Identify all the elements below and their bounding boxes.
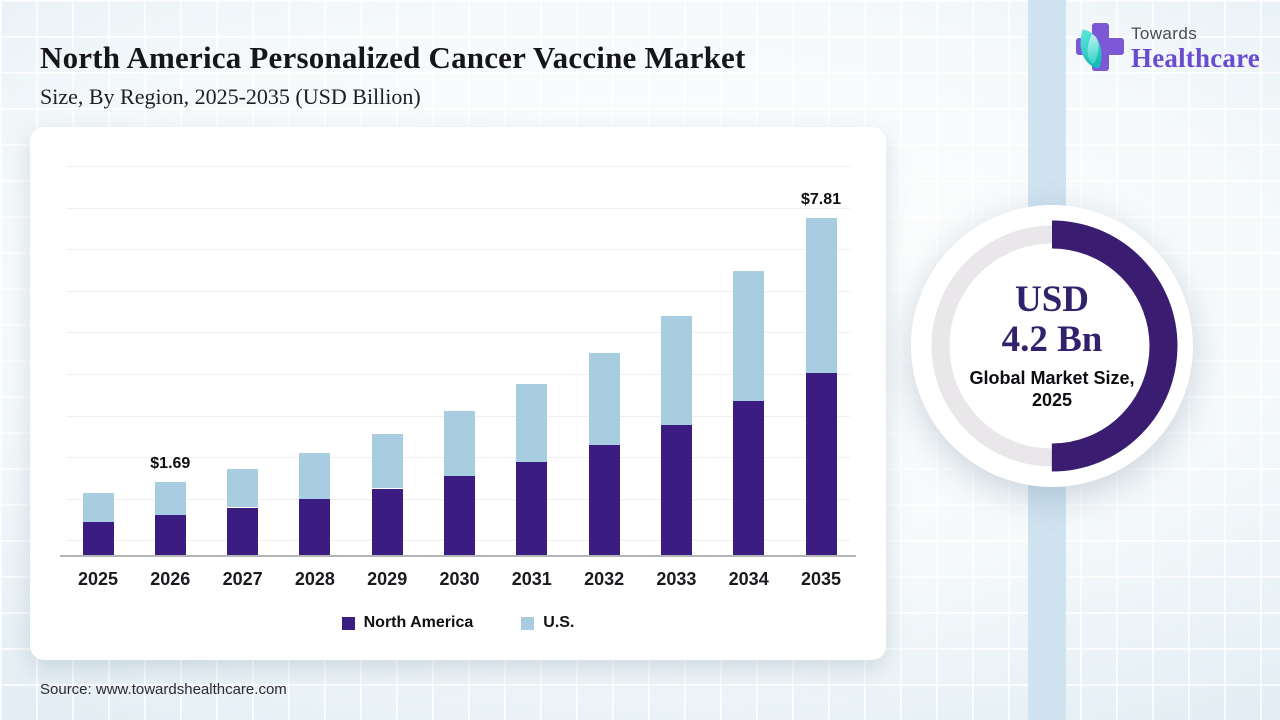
logo-text: Towards Healthcare	[1131, 20, 1260, 72]
bar-segment-north-america-2028	[299, 498, 331, 555]
bar-segment-us-2025	[82, 493, 114, 522]
gridline	[66, 374, 850, 375]
bar-segment-us-2027	[227, 468, 259, 508]
x-axis-label-2031: 2031	[511, 569, 552, 589]
legend-swatch	[521, 616, 535, 630]
bar-segment-north-america-2033	[660, 425, 692, 555]
bar-segment-north-america-2026	[154, 515, 186, 555]
legend-swatch	[341, 616, 355, 630]
logo-towards-label: Towards	[1131, 24, 1198, 43]
page-title: North America Personalized Cancer Vaccin…	[40, 40, 746, 75]
bar-segment-north-america-2030	[444, 476, 475, 555]
gridline	[66, 249, 850, 251]
bar-segment-us-2034	[733, 271, 765, 402]
gridline	[66, 290, 850, 292]
bar-segment-north-america-2025	[82, 521, 114, 555]
donut-center-text: USD 4.2 Bn Global Market Size, 2025	[911, 205, 1193, 487]
donut-ring	[926, 220, 1178, 472]
bar-segment-us-2031	[516, 384, 548, 462]
data-label-2035: $7.81	[800, 190, 842, 208]
bar-segment-us-2030	[444, 411, 475, 477]
donut-chart: USD 4.2 Bn Global Market Size, 2025	[911, 205, 1193, 487]
donut-value-amount: 4.2 Bn	[1001, 319, 1103, 360]
x-axis-label-2034: 2034	[728, 569, 769, 589]
bar-segment-north-america-2032	[588, 444, 620, 555]
bar-segment-us-2028	[299, 452, 331, 499]
x-axis-label-2030: 2030	[439, 569, 480, 589]
gridline	[66, 332, 850, 334]
bar-segment-us-2029	[371, 433, 403, 489]
donut-caption-line1: Global Market Size,	[969, 367, 1135, 388]
legend-item-north-america: North America	[341, 614, 474, 632]
donut-caption: Global Market Size, 2025	[969, 367, 1134, 412]
bar-segment-north-america-2034	[733, 401, 765, 555]
x-axis-label-2035: 2035	[800, 569, 842, 589]
x-axis-label-2027: 2027	[222, 569, 263, 589]
gridline	[66, 166, 850, 167]
legend-label: North America	[363, 614, 474, 631]
bar-segment-us-2033	[660, 315, 692, 426]
page-subtitle: Size, By Region, 2025-2035 (USD Billion)	[40, 84, 421, 109]
legend-item-u-s-: U.S.	[521, 614, 574, 632]
donut-caption-line2: 2025	[1031, 390, 1073, 411]
bar-segment-north-america-2029	[371, 488, 403, 555]
data-label-2026: $1.69	[150, 454, 191, 472]
x-axis-line	[60, 555, 856, 557]
brand-logo: Towards Healthcare	[1074, 20, 1260, 74]
bar-chart-card: North America U.S. 2025 2026 $1.69 2027 2028 2…	[30, 127, 886, 660]
medical-cross-leaf-icon	[1074, 20, 1124, 74]
bar-segment-north-america-2035	[805, 372, 837, 555]
x-axis-label-2032: 2032	[584, 569, 625, 589]
x-axis-label-2033: 2033	[656, 569, 697, 589]
gridline	[66, 207, 850, 209]
bar-segment-north-america-2027	[227, 507, 259, 555]
bar-segment-us-2026	[154, 482, 186, 516]
x-axis-label-2028: 2028	[294, 569, 335, 589]
bar-segment-north-america-2031	[516, 461, 548, 555]
x-axis-label-2025: 2025	[77, 569, 119, 589]
chart-legend: North America U.S.	[30, 614, 886, 632]
x-axis-label-2026: 2026	[150, 569, 191, 589]
bar-segment-us-2032	[588, 352, 620, 445]
bar-segment-us-2035	[805, 217, 837, 373]
x-axis-label-2029: 2029	[367, 569, 408, 589]
donut-value-currency: USD	[1014, 279, 1090, 321]
source-line: Source: www.towardshealthcare.com	[40, 681, 287, 698]
logo-healthcare-label: Healthcare	[1131, 43, 1260, 73]
legend-label: U.S.	[543, 614, 575, 631]
